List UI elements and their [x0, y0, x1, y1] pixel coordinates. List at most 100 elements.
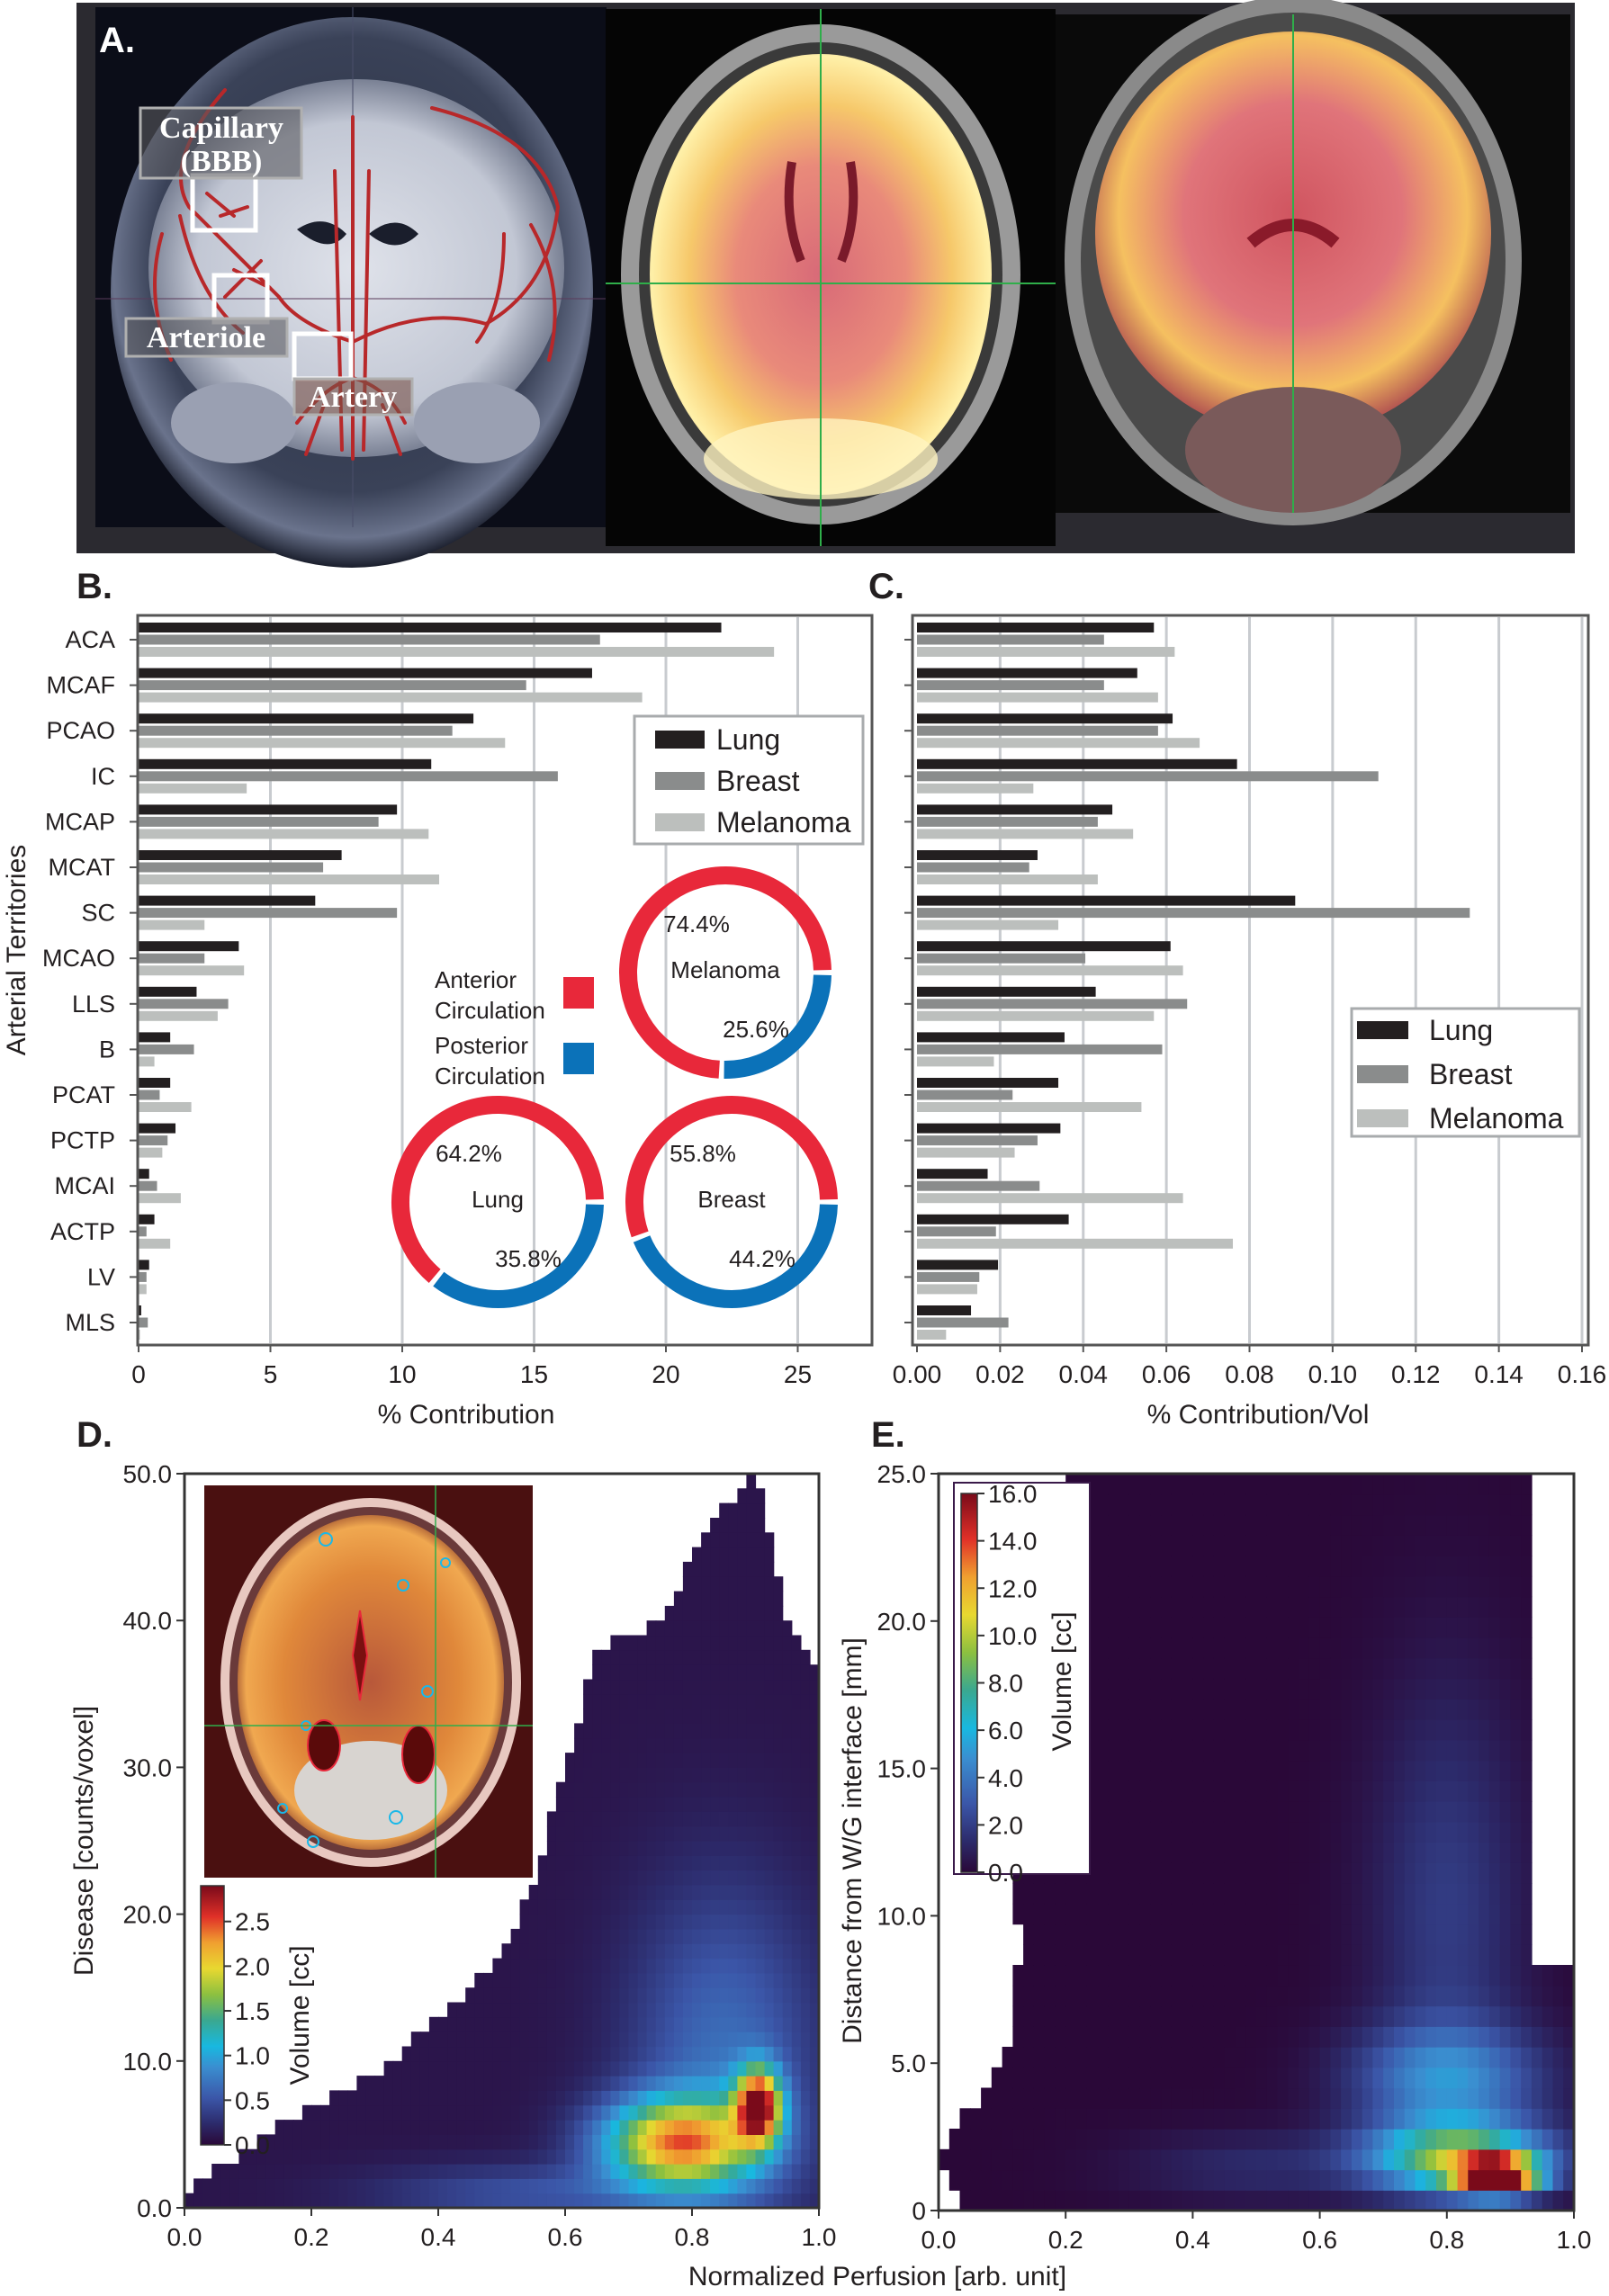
heatmap-cell [991, 2190, 1003, 2211]
heatmap-cell [1531, 2026, 1543, 2048]
heatmap-cell [782, 1914, 793, 1930]
heatmap-cell [1319, 2129, 1331, 2150]
heatmap-cell [1446, 1924, 1459, 1945]
heatmap-cell [637, 1635, 648, 1651]
heatmap-cell [1383, 1903, 1395, 1925]
heatmap-cell [728, 2046, 738, 2062]
heatmap-cell [1086, 2067, 1099, 2089]
heatmap-cell [1394, 1780, 1406, 1802]
heatmap-cell [202, 2193, 212, 2209]
heatmap-cell [655, 1664, 666, 1681]
heatmap-cell [682, 1825, 693, 1842]
heatmap-cell [247, 2193, 258, 2209]
heatmap-cell [1139, 1596, 1151, 1618]
heatmap-cell [1394, 1596, 1406, 1618]
heatmap-cell [728, 2016, 738, 2032]
heatmap-cell [619, 2164, 630, 2179]
heatmap-cell [1023, 1965, 1035, 1987]
heatmap-cell [746, 1767, 757, 1783]
heatmap-cell [1150, 1780, 1162, 1802]
heatmap-cell [519, 1914, 530, 1930]
heatmap-cell [1171, 2169, 1183, 2191]
heatmap-cell [1266, 1801, 1279, 1823]
heatmap-cell [1245, 1924, 1257, 1945]
heatmap-cell [682, 1899, 693, 1915]
heatmap-cell [1128, 1924, 1141, 1945]
heatmap-cell [628, 2104, 639, 2121]
heatmap-cell [692, 1781, 702, 1798]
heatmap-cell [800, 2016, 811, 2032]
heatmap-cell [791, 1781, 802, 1798]
heatmap-cell [1404, 1780, 1416, 1802]
heatmap-cell [1341, 1965, 1353, 1987]
heatmap-cell [628, 1797, 639, 1812]
bar-breast-mcao [917, 953, 1086, 964]
heatmap-cell [655, 1914, 666, 1930]
panel-b-label: B. [76, 567, 112, 606]
heatmap-cell [981, 2108, 993, 2130]
heatmap-cell [628, 2148, 639, 2165]
heatmap-cell [1457, 1944, 1469, 1966]
heatmap-cell [1488, 1842, 1501, 1863]
artery-label: Artery [309, 381, 397, 414]
heatmap-cell [1277, 2129, 1289, 2150]
heatmap-cell [574, 1825, 584, 1842]
heatmap-cell [601, 2016, 611, 2032]
heatmap-cell [320, 2134, 330, 2150]
heatmap-cell [1425, 1883, 1437, 1905]
x-tick-label: 0.02 [975, 1360, 1025, 1388]
heatmap-cell [1362, 1514, 1374, 1536]
heatmap-cell [483, 2148, 494, 2165]
heatmap-cell [746, 1620, 757, 1637]
heatmap-cell [1108, 1985, 1119, 2007]
heatmap-cell [673, 1679, 684, 1695]
heatmap-cell [1299, 1985, 1310, 2007]
heatmap-cell [1288, 1637, 1299, 1659]
heatmap-cell [184, 2193, 194, 2209]
heatmap-cell [537, 2134, 548, 2150]
heatmap-cell [1182, 2190, 1193, 2211]
heatmap-cell [1235, 1965, 1246, 1987]
heatmap-cell [610, 1972, 621, 1988]
heatmap-cell [1319, 2148, 1331, 2171]
heatmap-cell [746, 1943, 757, 1960]
heatmap-cell [1245, 1944, 1257, 1966]
heatmap-cell [1033, 2148, 1046, 2171]
heatmap-cell [1425, 2129, 1437, 2150]
heatmap-cell [1097, 1944, 1109, 1966]
heatmap-cell [1213, 2129, 1226, 2150]
heatmap-cell [764, 1561, 775, 1577]
heatmap-cell [1330, 2129, 1342, 2150]
heatmap-cell [1192, 2026, 1204, 2048]
heatmap-cell [501, 1987, 512, 2004]
heatmap-cell [1161, 1556, 1173, 1577]
heatmap-cell [483, 2120, 494, 2135]
heatmap-cell [1128, 1493, 1141, 1516]
panel-d-frame [183, 1472, 821, 2210]
heatmap-cell [664, 2031, 675, 2048]
heatmap-cell [1213, 1760, 1226, 1781]
heatmap-cell [1446, 1556, 1459, 1577]
heatmap-cell [1224, 1903, 1236, 1925]
circulation-legend-line2: Circulation [435, 1063, 545, 1090]
x-tick-label: 0.6 [548, 2223, 583, 2251]
heatmap-cell [692, 2016, 702, 2032]
heatmap-cell [637, 2002, 648, 2018]
heatmap-cell [1023, 2026, 1035, 2048]
heatmap-cell [1563, 2108, 1575, 2130]
heatmap-cell [1288, 2148, 1299, 2171]
heatmap-cell [1065, 1985, 1077, 2007]
heatmap-cell [646, 2178, 657, 2194]
heatmap-cell [1510, 1821, 1522, 1843]
heatmap-cell [701, 1797, 711, 1812]
heatmap-cell [592, 2076, 602, 2091]
heatmap-cell [637, 1811, 648, 1827]
heatmap-cell [610, 2090, 621, 2106]
heatmap-cell [1224, 1924, 1236, 1945]
heatmap-cell [619, 1885, 630, 1900]
heatmap-cell [991, 2169, 1003, 2191]
heatmap-cell [692, 1635, 702, 1651]
heatmap-cell [1266, 1780, 1279, 1802]
heatmap-cell [574, 1753, 584, 1768]
heatmap-cell [1436, 2005, 1448, 2027]
